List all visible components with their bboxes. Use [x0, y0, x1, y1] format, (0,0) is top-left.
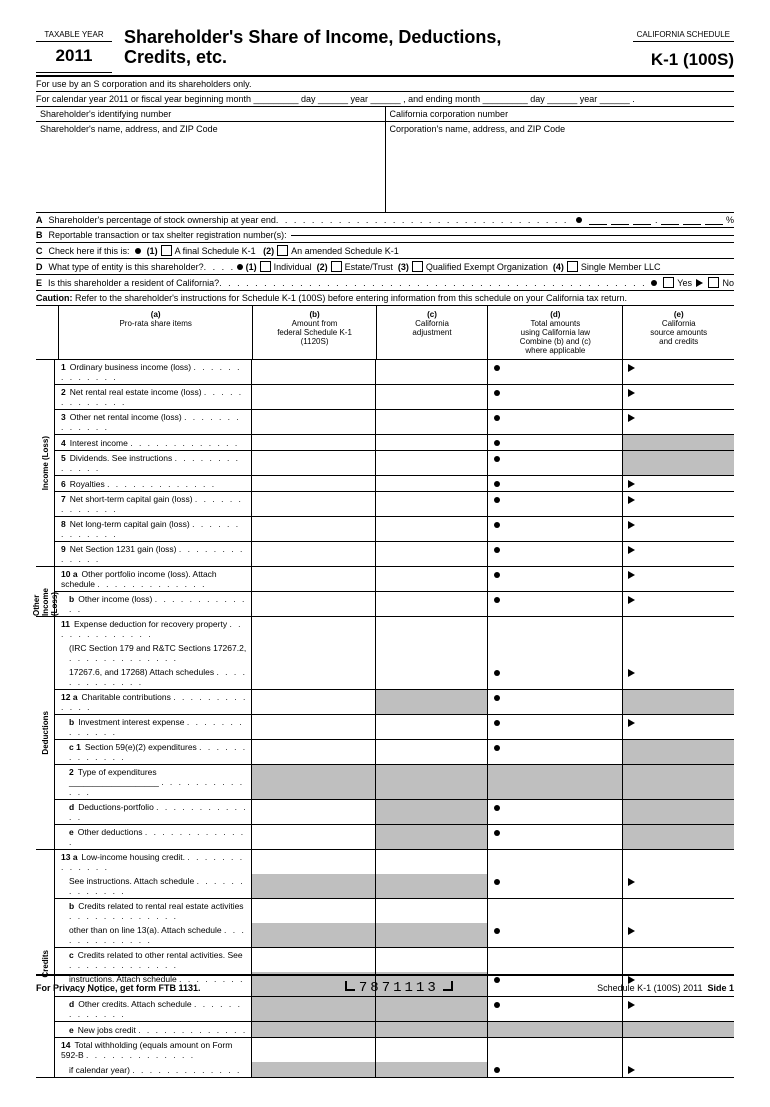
col-b-header: (b)Amount fromfederal Schedule K-1(1120S…: [253, 306, 376, 359]
table-row: 8Net long-term capital gain (loss) . . .…: [55, 517, 734, 542]
table-body: Income (Loss)1Ordinary business income (…: [36, 360, 734, 1078]
table-row: 13 aLow-income housing credit. . . . . .…: [55, 850, 734, 874]
table-row: 12 aCharitable contributions . . . . . .…: [55, 690, 734, 715]
table-row: (IRC Section 179 and R&TC Sections 17267…: [55, 641, 734, 665]
table-row: See instructions. Attach schedule . . . …: [55, 874, 734, 899]
table-row: dDeductions-portfolio . . . . . . . . . …: [55, 800, 734, 825]
section-deduct: Deductions11Expense deduction for recove…: [36, 617, 734, 850]
left-header: TAXABLE YEAR 2011: [36, 28, 112, 73]
barcode: 7871113: [359, 980, 439, 996]
table-row: c 1Section 59(e)(2) expenditures . . . .…: [55, 740, 734, 765]
section-label: Deductions: [36, 617, 55, 849]
col-e-header: (e)Californiasource amountsand credits: [623, 306, 734, 359]
table-row: 17267.6, and 17268) Attach schedules . .…: [55, 665, 734, 690]
section-other: Other Income (Loss)10 aOther portfolio i…: [36, 567, 734, 617]
table-row: 6Royalties . . . . . . . . . . . . .: [55, 476, 734, 492]
triangle-icon: [696, 279, 703, 287]
table-row: bInvestment interest expense . . . . . .…: [55, 715, 734, 740]
table-row: 4Interest income . . . . . . . . . . . .…: [55, 435, 734, 451]
checkbox[interactable]: [567, 261, 578, 272]
right-header: CALIFORNIA SCHEDULE K-1 (100S): [633, 28, 734, 70]
section-label: Credits: [36, 850, 55, 1077]
table-row: 2Type of expenditures __________________…: [55, 765, 734, 800]
table-row: 2Net rental real estate income (loss) . …: [55, 385, 734, 410]
checkbox[interactable]: [412, 261, 423, 272]
checkbox[interactable]: [260, 261, 271, 272]
title-block: Shareholder's Share of Income, Deduction…: [124, 28, 621, 68]
table-row: 9Net Section 1231 gain (loss) . . . . . …: [55, 542, 734, 566]
calendar-line: For calendar year 2011 or fiscal year be…: [36, 92, 734, 107]
checkbox[interactable]: [331, 261, 342, 272]
bullet-icon: [576, 217, 582, 223]
table-row: bOther income (loss) . . . . . . . . . .…: [55, 592, 734, 616]
address-row: Shareholder's name, address, and ZIP Cod…: [36, 122, 734, 213]
taxable-year-label: TAXABLE YEAR: [36, 28, 112, 42]
shareholder-name-label: Shareholder's name, address, and ZIP Cod…: [36, 122, 386, 212]
title-line1: Shareholder's Share of Income, Deduction…: [124, 28, 621, 48]
item-c: CCheck here if this is: (1)A final Sched…: [36, 243, 734, 259]
form-code: K-1 (100S): [651, 42, 734, 70]
table-row: 11Expense deduction for recovery propert…: [55, 617, 734, 641]
page-ref: Schedule K-1 (100S) 2011: [597, 983, 702, 993]
caution: Caution: Caution: Refer to the sharehold…: [36, 291, 734, 306]
col-c-header: (c)Californiaadjustment: [377, 306, 489, 359]
footer: For Privacy Notice, get form FTB 1131. 7…: [36, 974, 734, 996]
ca-corp-label: California corporation number: [386, 107, 735, 121]
title-line2: Credits, etc.: [124, 48, 621, 68]
table-header: (a)Pro-rata share items (b)Amount fromfe…: [36, 306, 734, 360]
section-income: Income (Loss)1Ordinary business income (…: [36, 360, 734, 567]
table-row: 10 aOther portfolio income (loss). Attac…: [55, 567, 734, 592]
checkbox[interactable]: [277, 245, 288, 256]
table-row: eNew jobs credit . . . . . . . . . . . .…: [55, 1022, 734, 1038]
item-e: EIs this shareholder a resident of Calif…: [36, 275, 734, 291]
side-number: Side 1: [707, 983, 734, 993]
checkbox[interactable]: [708, 277, 719, 288]
table-row: 5Dividends. See instructions . . . . . .…: [55, 451, 734, 476]
checkbox[interactable]: [161, 245, 172, 256]
privacy-notice: For Privacy Notice, get form FTB 1131.: [36, 983, 201, 993]
bullet-icon: [135, 248, 141, 254]
table-row: cCredits related to other rental activit…: [55, 948, 734, 972]
section-label: Income (Loss): [36, 360, 55, 566]
bullet-icon: [651, 280, 657, 286]
col-d-header: (d)Total amountsusing California lawComb…: [488, 306, 623, 359]
table-row: 14Total withholding (equals amount on Fo…: [55, 1038, 734, 1062]
table-row: 1Ordinary business income (loss) . . . .…: [55, 360, 734, 385]
section-credits: Credits13 aLow-income housing credit. . …: [36, 850, 734, 1078]
table-row: 3Other net rental income (loss) . . . . …: [55, 410, 734, 435]
section-label: Other Income (Loss): [36, 567, 55, 616]
year: 2011: [36, 42, 112, 73]
table-row: 7Net short-term capital gain (loss) . . …: [55, 492, 734, 517]
shareholder-id-label: Shareholder's identifying number: [36, 107, 386, 121]
table-row: if calendar year) . . . . . . . . . . . …: [55, 1062, 734, 1077]
corp-name-label: Corporation's name, address, and ZIP Cod…: [386, 122, 735, 212]
table-row: other than on line 13(a). Attach schedul…: [55, 923, 734, 948]
ca-schedule-label: CALIFORNIA SCHEDULE: [633, 28, 734, 42]
table-row: eOther deductions . . . . . . . . . . . …: [55, 825, 734, 849]
use-line: For use by an S corporation and its shar…: [36, 77, 734, 92]
table-row: dOther credits. Attach schedule . . . . …: [55, 997, 734, 1022]
item-d: DWhat type of entity is this shareholder…: [36, 259, 734, 275]
id-row: Shareholder's identifying number Califor…: [36, 107, 734, 122]
checkbox[interactable]: [663, 277, 674, 288]
header: TAXABLE YEAR 2011 Shareholder's Share of…: [36, 28, 734, 77]
item-a: AShareholder's percentage of stock owner…: [36, 213, 734, 228]
col-a-header: (a)Pro-rata share items: [59, 306, 253, 359]
item-b: BReportable transaction or tax shelter r…: [36, 228, 734, 243]
form-page: TAXABLE YEAR 2011 Shareholder's Share of…: [0, 0, 770, 1024]
table-row: bCredits related to rental real estate a…: [55, 899, 734, 923]
bullet-icon: [237, 264, 243, 270]
